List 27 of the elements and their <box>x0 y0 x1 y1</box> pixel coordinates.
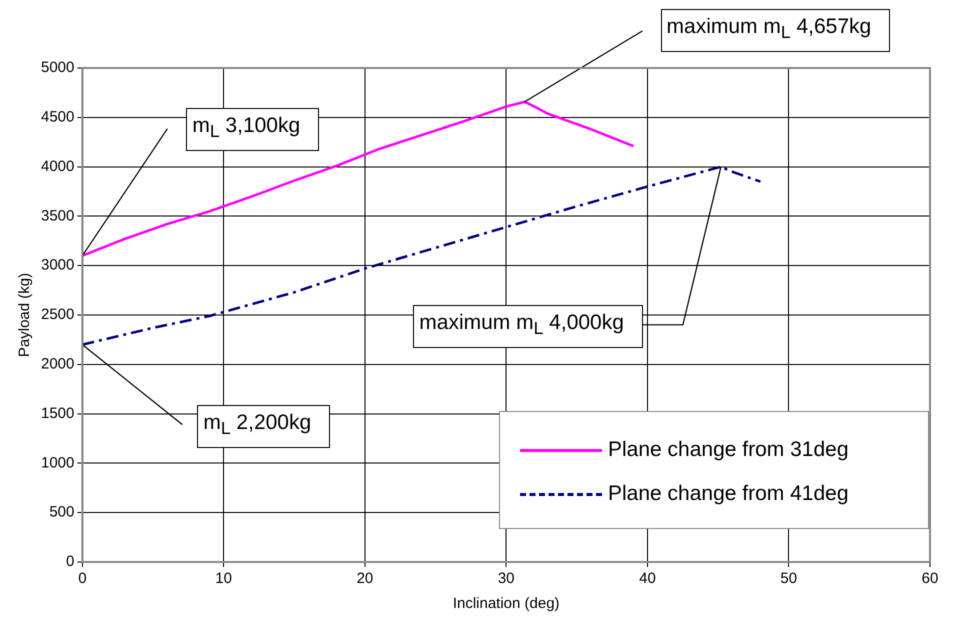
y-axis-title: Payload (kg) <box>16 272 34 358</box>
annotation: m$_{L}$ 2,200kg <box>197 404 330 448</box>
line-series <box>82 166 762 346</box>
y-tick-label: 3500 <box>40 207 74 224</box>
x-tick-label: 50 <box>780 570 798 588</box>
y-tick-label: 0 <box>66 553 74 570</box>
y-tick-label: 2500 <box>40 306 74 324</box>
annotation: m$_{L}$ 3,100kg <box>186 108 320 151</box>
annotation: maximum m$_{L}$ 4,657kg <box>660 8 890 52</box>
y-tick-label: 3000 <box>40 256 74 274</box>
y-tick-label: 500 <box>49 504 74 521</box>
x-tick-label: 20 <box>356 570 374 588</box>
x-tick-label: 10 <box>215 570 232 588</box>
y-tick-label: 1500 <box>40 404 74 422</box>
y-tick-label: 4000 <box>40 158 74 175</box>
x-axis-title: Inclination (deg) <box>452 595 560 612</box>
x-tick-label: 60 <box>922 570 938 588</box>
annotation: maximum m$_{L}$ 4,000kg <box>413 304 643 348</box>
y-tick-label: 2000 <box>40 356 74 373</box>
y-tick-label: 1000 <box>40 454 74 472</box>
x-tick-label: 30 <box>498 570 515 588</box>
y-tick-label: 4500 <box>40 108 74 126</box>
legend-label: Plane change from 41deg <box>608 482 849 506</box>
legend-label: Plane change from 31deg <box>608 438 849 462</box>
y-tick-label: 5000 <box>40 59 74 76</box>
x-tick-label: 0 <box>78 570 87 588</box>
x-tick-label: 40 <box>639 570 656 588</box>
